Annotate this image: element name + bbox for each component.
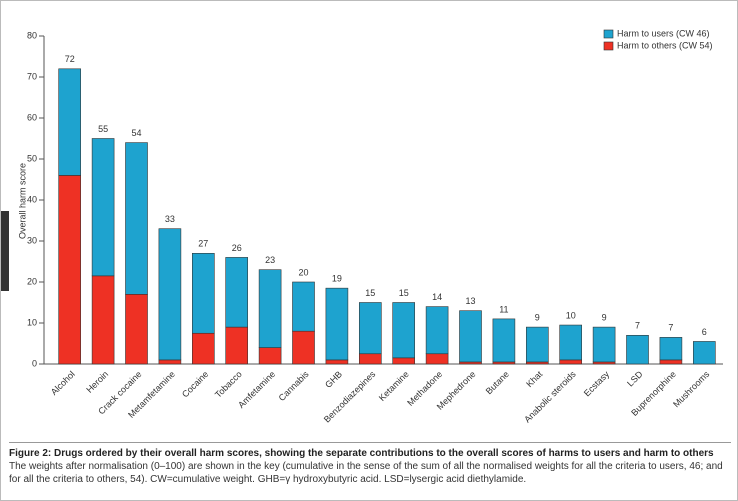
total-label: 10 <box>566 310 576 320</box>
bar-segment <box>325 359 349 365</box>
y-tick-label: 20 <box>27 276 37 286</box>
y-tick-label: 80 <box>27 30 37 40</box>
total-label: 7 <box>635 321 640 331</box>
bar-segment <box>592 326 616 363</box>
bar-segment <box>592 361 616 365</box>
y-tick-label: 40 <box>27 194 37 204</box>
bar-segment <box>192 332 215 365</box>
x-tick-label: Alcohol <box>49 369 77 397</box>
y-tick-label: 10 <box>27 317 37 327</box>
bar-segment <box>492 361 516 365</box>
x-tick-label: Tobacco <box>213 369 244 400</box>
y-tick-label: 50 <box>27 153 37 163</box>
bar-segment <box>492 318 516 363</box>
bar-segment <box>125 293 148 365</box>
chart: Overall harm score 0 10 20 30 40 50 60 70 80 72 Al… <box>1 28 723 425</box>
bar-segment <box>459 310 482 363</box>
x-tick-label: GHB <box>323 369 344 390</box>
bar-segment <box>659 359 683 365</box>
legend-swatch <box>603 29 614 39</box>
x-tick-label: Khat <box>524 369 545 390</box>
x-tick-label: Cannabis <box>277 369 311 403</box>
bar-segment <box>425 306 449 355</box>
y-tick-label: 70 <box>27 71 37 81</box>
y-tick-label: 30 <box>27 235 37 245</box>
x-tick-label: Cocaine <box>180 369 210 399</box>
bar-segment <box>192 253 215 334</box>
total-label: 15 <box>365 288 375 298</box>
total-label: 33 <box>165 214 175 224</box>
x-tick-label: Mushrooms <box>671 369 712 410</box>
total-label: 11 <box>499 304 508 314</box>
bar-segment <box>292 330 315 365</box>
total-label: 26 <box>232 243 242 253</box>
bar-segment <box>58 175 82 365</box>
caption-text: The weights after normalisation (0–100) … <box>9 461 723 485</box>
total-label: 20 <box>298 267 308 277</box>
bar-segment <box>258 347 282 365</box>
total-label: 19 <box>332 274 342 284</box>
bar-segment <box>292 281 315 332</box>
legend-label: Harm to others (CW 54) <box>617 40 713 50</box>
total-label: 55 <box>98 124 108 134</box>
legend-swatch <box>603 41 614 51</box>
bar-segment <box>325 287 349 361</box>
bar-segment <box>659 337 683 361</box>
side-strip <box>1 211 9 291</box>
bar-segment <box>525 326 549 363</box>
y-tick-label: 0 <box>32 358 37 368</box>
x-tick-label: Ketamine <box>377 369 411 403</box>
bar-segment <box>358 302 382 355</box>
total-label: 9 <box>535 312 540 322</box>
legend-label: Harm to users (CW 46) <box>617 28 710 38</box>
total-label: 72 <box>65 54 75 64</box>
bar-segment <box>158 359 182 365</box>
bar-segment <box>258 269 282 348</box>
bar-segment <box>58 68 82 176</box>
total-label: 27 <box>198 239 208 249</box>
x-tick-label: Butane <box>484 369 511 396</box>
caption-title: Figure 2: Drugs ordered by their overall… <box>9 448 714 459</box>
bar-segment <box>626 334 649 365</box>
bar-segment <box>91 275 115 365</box>
x-tick-label: LSD <box>625 369 645 389</box>
bar-segment <box>525 361 549 365</box>
y-axis-label: Overall harm score <box>17 163 27 239</box>
bar-segment <box>459 361 482 365</box>
total-label: 9 <box>602 312 607 322</box>
bar-segment <box>225 257 248 328</box>
bar-segment <box>559 324 583 361</box>
total-label: 13 <box>465 296 475 306</box>
bar-segment <box>225 326 248 365</box>
bar-segment <box>392 357 416 365</box>
total-label: 15 <box>399 288 409 298</box>
bar-segment <box>358 353 382 365</box>
bar-segment <box>91 138 115 277</box>
y-tick-label: 60 <box>27 112 37 122</box>
bar-segment <box>125 142 148 295</box>
total-label: 6 <box>702 327 707 337</box>
total-label: 54 <box>131 128 141 138</box>
bar-segment <box>425 353 449 365</box>
bar-segment <box>692 341 716 365</box>
caption: Figure 2: Drugs ordered by their overall… <box>9 442 731 486</box>
total-label: 14 <box>432 292 442 302</box>
bar-segment <box>559 359 583 365</box>
bar-segment <box>392 302 416 359</box>
total-label: 7 <box>668 323 673 333</box>
total-label: 23 <box>265 255 275 265</box>
bar-segment <box>158 228 182 361</box>
x-tick-label: Ecstasy <box>582 369 612 399</box>
x-tick-label: Heroin <box>84 369 110 395</box>
